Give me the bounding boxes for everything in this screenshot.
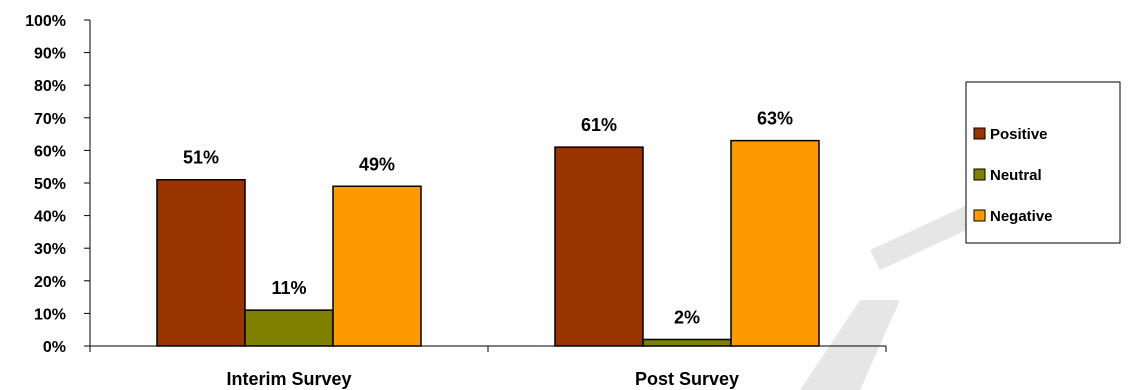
y-tick-label: 20% [34, 274, 66, 291]
legend-swatch-positive [973, 127, 986, 140]
bar-negative-2 [730, 139, 820, 347]
legend-label-positive: Positive [990, 126, 1048, 143]
legend-label-negative: Negative [990, 208, 1053, 225]
data-label: 49% [359, 154, 395, 174]
bar-neutral-1 [244, 309, 334, 347]
data-label: 11% [271, 278, 306, 298]
y-tick-label: 90% [34, 46, 66, 63]
y-tick-label: 70% [34, 111, 66, 128]
bar-positive-1 [156, 178, 246, 347]
bars [156, 139, 820, 347]
y-tick-label: 10% [34, 306, 66, 323]
watermark-shape [800, 190, 1010, 390]
data-label: 51% [183, 148, 219, 168]
legend: Positive Neutral Negative [965, 81, 1121, 244]
x-axis: Interim Survey Post Survey [89, 345, 887, 389]
y-tick-label: 100% [25, 13, 66, 30]
legend-label-neutral: Neutral [990, 167, 1042, 184]
bar-negative-1 [332, 185, 422, 347]
data-labels: 51% 11% 49% 61% 2% 63% [183, 109, 793, 328]
x-category-label: Post Survey [635, 369, 739, 389]
data-label: 63% [757, 109, 793, 129]
watermark [800, 190, 1010, 390]
y-tick-label: 0% [43, 339, 66, 356]
legend-box [965, 81, 1121, 244]
y-tick-label: 40% [34, 209, 66, 226]
y-tick-label: 30% [34, 241, 66, 258]
data-label: 2% [674, 307, 700, 327]
x-category-label: Interim Survey [226, 369, 351, 389]
y-tick-label: 50% [34, 176, 66, 193]
bar-neutral-2 [642, 338, 732, 347]
y-tick-label: 80% [34, 78, 66, 95]
y-tick-label: 60% [34, 143, 66, 160]
bar-positive-2 [554, 146, 644, 347]
legend-swatch-neutral [973, 168, 986, 181]
data-label: 61% [581, 115, 617, 135]
legend-swatch-negative [973, 209, 986, 222]
y-axis: 0% 10% 20% 30% 40% 50% 60% 70% 80% 90% 100% [25, 13, 91, 356]
